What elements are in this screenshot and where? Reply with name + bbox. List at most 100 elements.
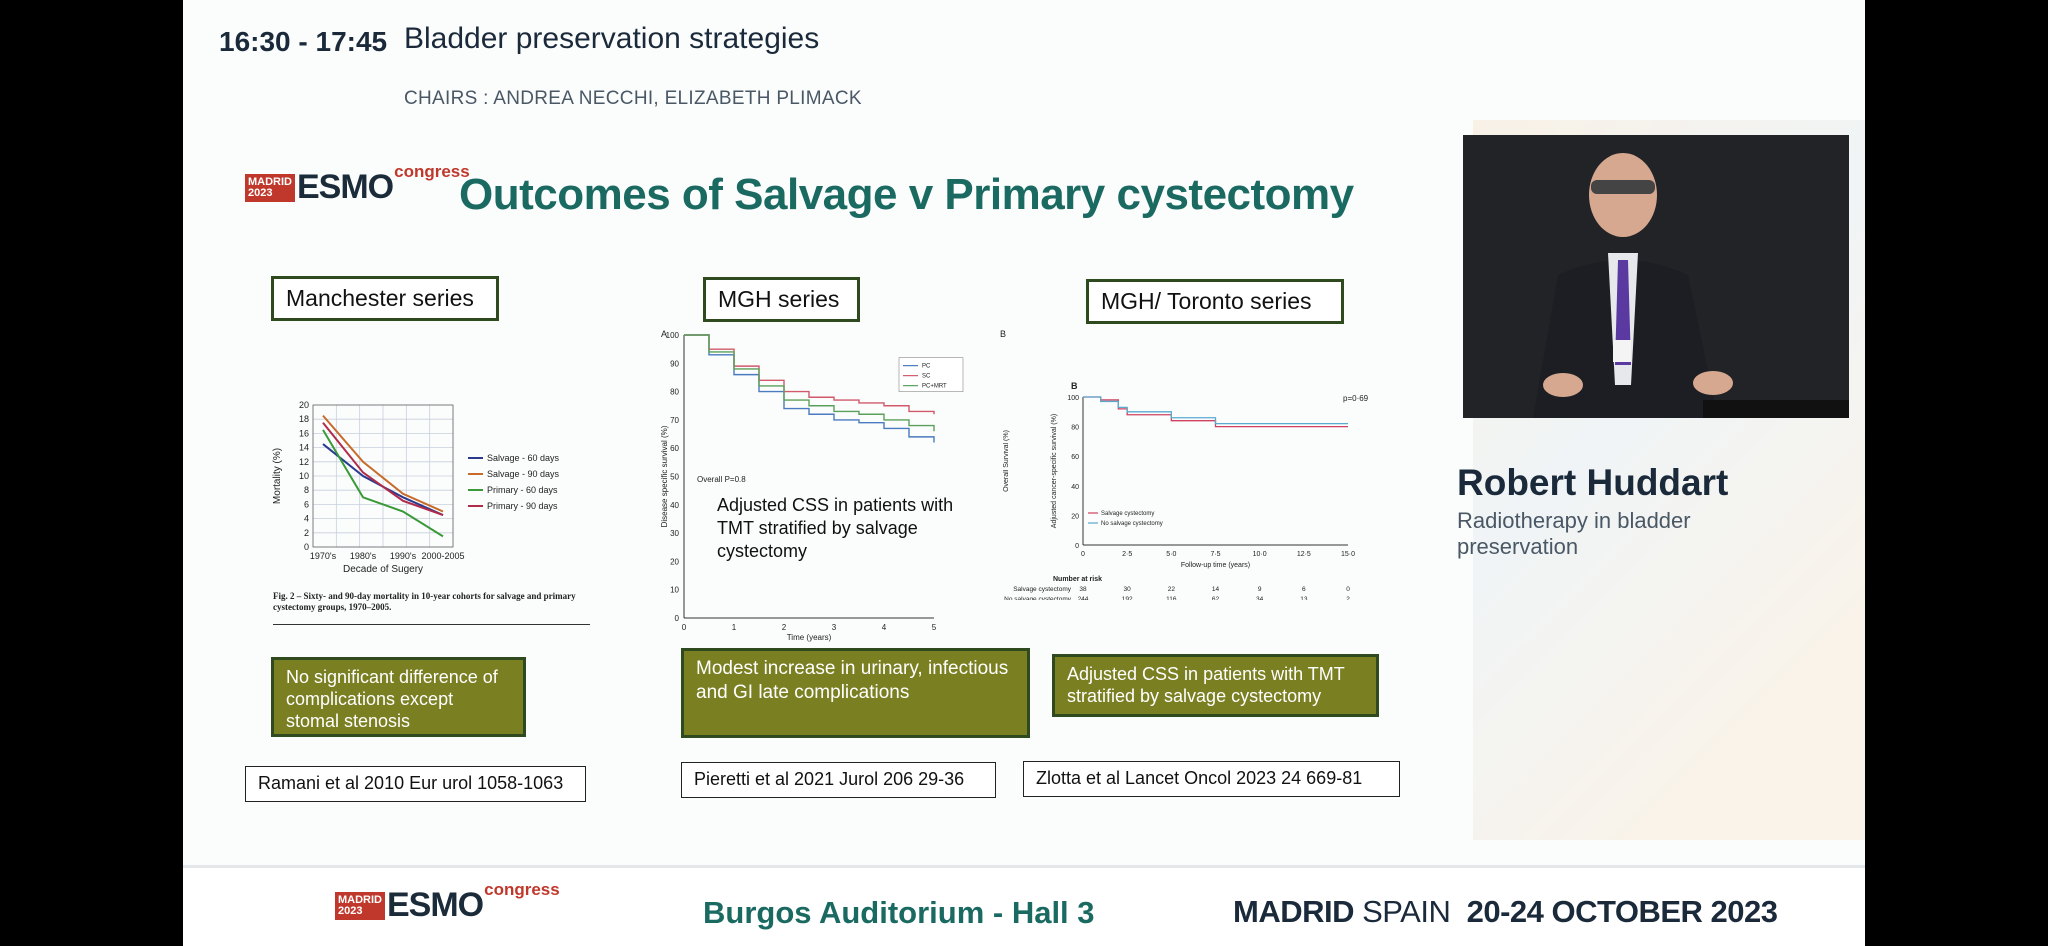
y-tick-label: 18 [299,414,309,424]
footer-logo-madrid: MADRID [338,894,382,906]
x-tick-label: 7·5 [1210,551,1220,558]
footer-logo-badge: MADRID 2023 [335,892,385,920]
x-tick-label: 4 [882,623,887,632]
risk-table-cell: 6 [1302,586,1306,593]
x-tick-label: 5 [932,623,937,632]
y-tick-label: 100 [1067,395,1079,402]
y-tick-label: 60 [1071,454,1079,461]
mgh-reference: Pieretti et al 2021 Jurol 206 29-36 [681,762,996,798]
y-tick-label: 0 [675,614,680,623]
x-tick-label: 1970's [310,551,337,561]
legend-label: Primary - 60 days [487,485,558,495]
x-tick-label: 10·0 [1253,551,1267,558]
legend-box [898,357,964,392]
risk-table-cell: 62 [1212,596,1220,600]
x-tick-label: 15·0 [1341,551,1355,558]
x-tick-label: 0 [682,623,687,632]
y-tick-label: 90 [670,359,679,368]
y-tick-label: 50 [670,473,679,482]
manchester-reference: Ramani et al 2010 Eur urol 1058-1063 [245,766,586,802]
esmo-logo: MADRID 2023 ESMO congress [245,162,470,206]
logo-madrid: MADRID [248,176,292,188]
y-axis-label-secondary: Overall Survival (%) [1003,430,1010,492]
y-tick-label: 10 [670,586,679,595]
risk-table-cell: 22 [1168,586,1176,593]
series-line [684,334,935,443]
plot-border [312,404,454,548]
series-line [322,422,444,516]
mgh-toronto-reference: Zlotta et al Lancet Oncol 2023 24 669-81 [1023,761,1400,797]
legend-label: Primary - 90 days [487,501,558,511]
y-tick-label: 0 [304,542,309,552]
risk-table-cell: 34 [1256,596,1264,600]
y-tick-label: 20 [1071,513,1079,520]
legend-label: No salvage cystectomy [1101,521,1163,527]
x-tick-label: 0 [1081,551,1085,558]
risk-table-row-label: No salvage cystectomy [1004,596,1072,600]
risk-table-cell: 244 [1078,596,1089,600]
p-value-annotation: p=0·69 [1343,394,1369,403]
y-tick-label: 20 [299,400,309,410]
y-tick-label: 60 [670,444,679,453]
panel-label-b: B [1000,329,1006,339]
series-line [1083,396,1348,425]
risk-table-cell: 13 [1300,596,1308,600]
y-axis-label: Adjusted cancer-specific survival (%) [1051,414,1058,528]
risk-table-cell: 2 [1346,596,1350,600]
panel-label: B [1071,381,1078,391]
y-tick-label: 16 [299,428,309,438]
x-tick-label: 2 [782,623,787,632]
legend-label: Salvage - 90 days [487,469,560,479]
panel-label-a: A [661,329,667,339]
footer-dates: 20-24 OCTOBER 2023 [1466,894,1778,929]
risk-table-title: Number at risk [1053,576,1102,583]
mortality-chart: 0 2 4 6 8 10 12 14 16 18 20 1970's 1980's 1990's 2000-… [272,400,560,575]
disease-specific-survival-chart: A B 0 10 20 30 40 50 60 70 80 90 100 0 1 2 3 4 5 Time (year… [660,329,1006,642]
risk-table-cell: 116 [1166,596,1177,600]
y-tick-label: 30 [670,529,679,538]
series-line [322,414,444,513]
footer-city: MADRID [1233,894,1355,929]
manchester-note: No significant difference of complicatio… [271,657,526,737]
slide-frame: 16:30 - 17:45 Bladder preservation strat… [183,0,1865,946]
y-tick-label: 0 [1075,543,1079,550]
session-title: Bladder preservation strategies [404,22,820,55]
y-tick-label: 4 [304,514,309,524]
series-heading-manchester: Manchester series [271,276,499,321]
series-line [322,429,444,538]
mgh-toronto-note: Adjusted CSS in patients with TMT strati… [1052,654,1379,717]
risk-table-cell: 14 [1212,586,1220,593]
x-tick-label: 2000-2005 [421,551,464,561]
y-tick-label: 100 [666,331,680,340]
p-value-annotation: Overall P=0.8 [697,475,746,484]
risk-table-cell: 192 [1122,596,1133,600]
caption-divider [273,624,590,625]
x-tick-label: 3 [832,623,837,632]
session-time: 16:30 - 17:45 [219,26,388,57]
footer-country: SPAIN [1362,894,1451,929]
legend-label: Salvage - 60 days [487,453,560,463]
logo-badge: MADRID 2023 [245,174,295,202]
x-tick-label: 12·5 [1297,551,1311,558]
risk-table-cell: 38 [1079,586,1087,593]
risk-table-row-label: Salvage cystectomy [1013,586,1072,593]
series-heading-mgh: MGH series [703,277,860,322]
y-tick-label: 80 [1071,425,1079,432]
speaker-role: Radiotherapy in bladder preservation [1457,508,1691,559]
risk-table-cell: 0 [1346,586,1350,593]
speaker-silhouette [1463,135,1849,418]
x-tick-label: 1990's [390,551,417,561]
figure-caption: Fig. 2 – Sixty- and 90-day mortality in … [273,591,576,612]
x-axis-label: Decade of Sugery [343,564,423,575]
slide-title: Outcomes of Salvage v Primary cystectomy [459,170,1354,219]
series-heading-mgh-toronto: MGH/ Toronto series [1086,279,1344,324]
risk-table-cell: 9 [1258,586,1262,593]
mgh-overlay-text: Adjusted CSS in patients with TMT strati… [717,495,954,561]
session-chairs: CHAIRS : ANDREA NECCHI, ELIZABETH PLIMAC… [404,88,862,109]
logo-esmo: ESMO [297,168,394,206]
y-tick-label: 10 [299,471,309,481]
speaker-video[interactable] [1463,135,1849,418]
y-tick-label: 80 [670,388,679,397]
footer-logo-congress: congress [484,880,560,899]
